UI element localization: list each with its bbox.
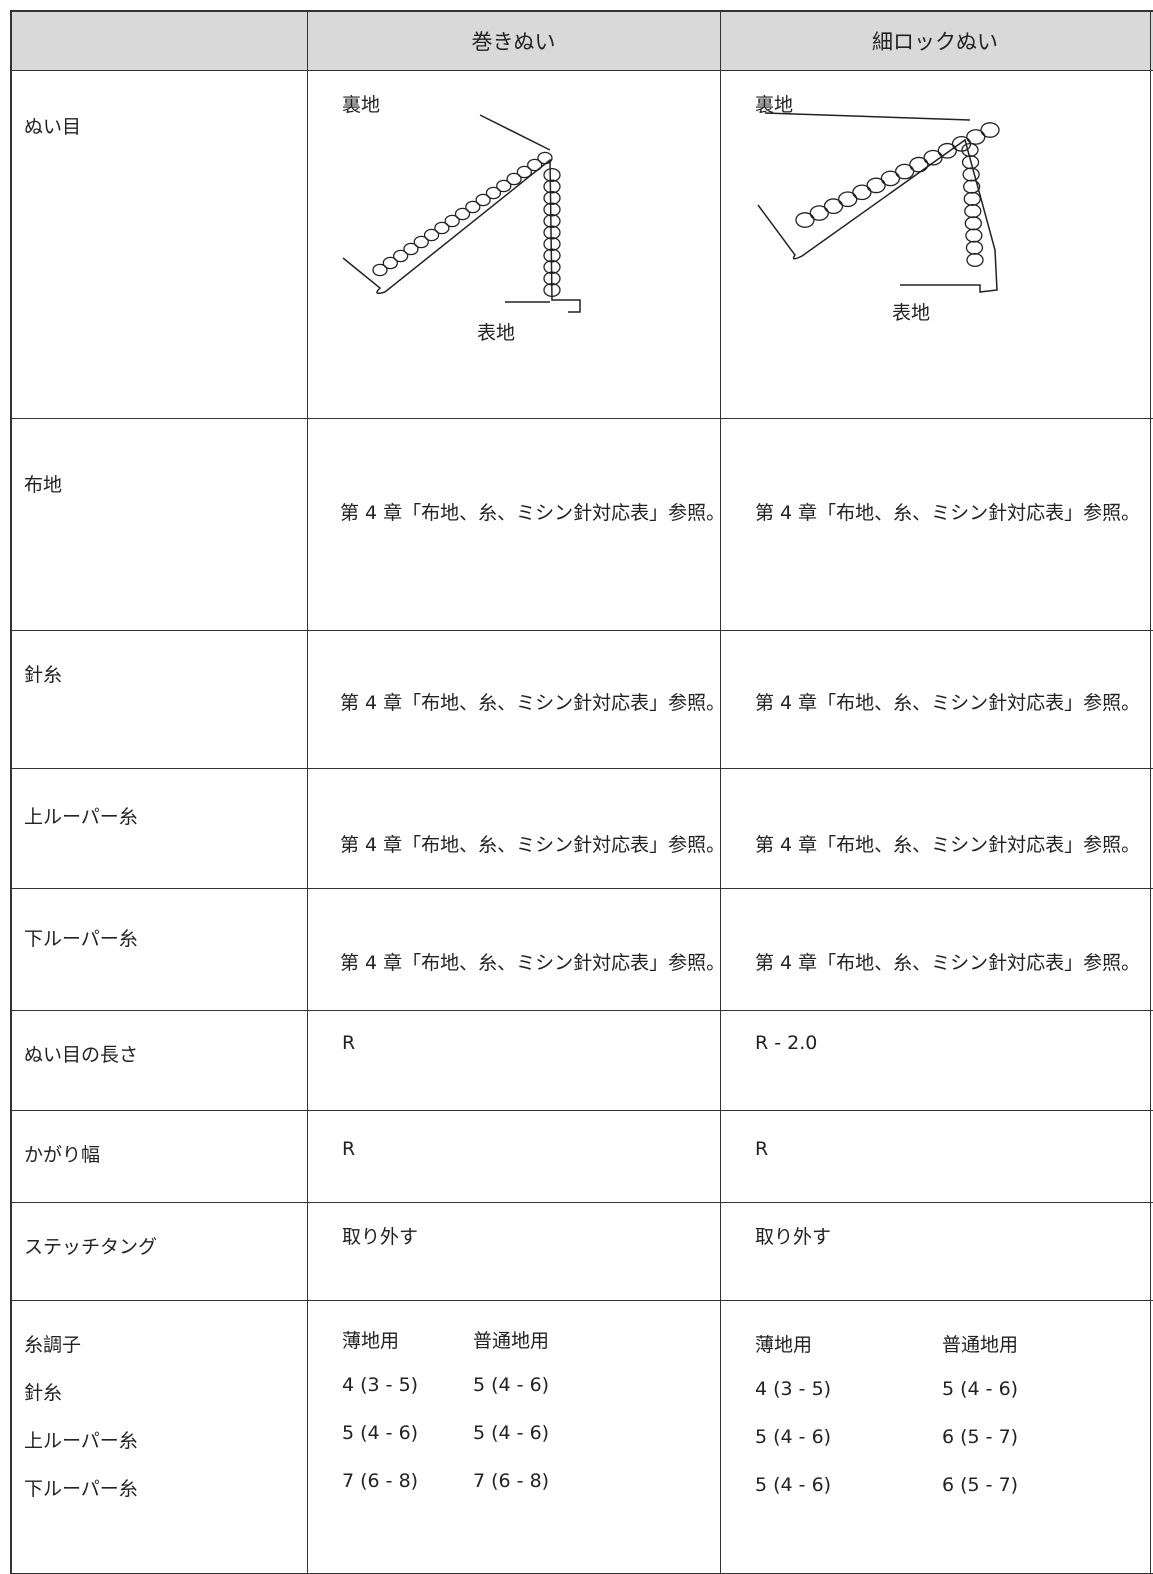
table-rule (10, 1110, 1153, 1111)
row-label: ぬい目の長さ (24, 1044, 139, 1066)
tension-value: 5 (4 - 6) (473, 1422, 550, 1444)
cell-text: 第 4 章「布地、糸、ミシン針対応表」参照。 (340, 502, 726, 524)
cell-text: 第 4 章「布地、糸、ミシン針対応表」参照。 (340, 834, 726, 856)
table-rule (10, 1202, 1153, 1203)
subheader: 薄地用 (342, 1330, 400, 1352)
diagram-label: 表地 (477, 322, 516, 344)
table-rule (10, 888, 1153, 889)
row-label: 針糸 (24, 1382, 63, 1404)
table-rule (10, 630, 1153, 631)
tension-value: 5 (4 - 6) (942, 1378, 1019, 1400)
table-rule (720, 10, 721, 1573)
table-rule (10, 10, 12, 1573)
table-rule (10, 70, 1153, 71)
cell-text: 第 4 章「布地、糸、ミシン針対応表」参照。 (755, 834, 1141, 856)
diagram-stroke (795, 122, 1000, 228)
tension-value: 7 (6 - 8) (342, 1470, 419, 1492)
cell-text: R (342, 1138, 356, 1160)
diagram-stroke (372, 151, 553, 277)
row-label: 布地 (24, 474, 63, 496)
tension-value: 7 (6 - 8) (473, 1470, 550, 1492)
cell-text: 第 4 章「布地、糸、ミシン針対応表」参照。 (755, 502, 1141, 524)
column-header: 細ロックぬい (872, 30, 998, 54)
tension-value: 4 (3 - 5) (755, 1378, 832, 1400)
diagram-label: 裏地 (342, 94, 381, 116)
diagram-stroke (342, 158, 581, 313)
cell-text: 第 4 章「布地、糸、ミシン針対応表」参照。 (755, 952, 1141, 974)
cell-text: 取り外す (755, 1226, 832, 1248)
tension-value: 5 (4 - 6) (755, 1426, 832, 1448)
row-label: 上ルーパー糸 (24, 1430, 138, 1452)
cell-text: R - 2.0 (755, 1032, 818, 1054)
row-label: ぬい目 (24, 116, 82, 138)
cell-text: 第 4 章「布地、糸、ミシン針対応表」参照。 (340, 952, 726, 974)
diagram-label: 表地 (892, 302, 931, 324)
subheader: 普通地用 (942, 1334, 1019, 1356)
tension-value: 5 (4 - 6) (473, 1374, 550, 1396)
row-label: ステッチタング (24, 1236, 158, 1258)
row-label: 下ルーパー糸 (24, 928, 138, 950)
diagram-stroke (479, 114, 551, 151)
tension-value: 5 (4 - 6) (755, 1474, 832, 1496)
column-header: 巻きぬい (471, 30, 556, 54)
cell-text: R (342, 1032, 356, 1054)
diagram-stroke (543, 168, 561, 297)
subheader: 普通地用 (473, 1330, 550, 1352)
table-rule (10, 10, 1153, 12)
diagram-label: 裏地 (755, 94, 794, 116)
table-rule (10, 1010, 1153, 1011)
tension-value: 5 (4 - 6) (342, 1422, 419, 1444)
table-rule (1150, 10, 1151, 1573)
tension-value: 6 (5 - 7) (942, 1474, 1019, 1496)
table-rule (10, 1300, 1153, 1301)
row-label: かがり幅 (24, 1144, 101, 1166)
table-rule (10, 418, 1153, 419)
cell-text: 第 4 章「布地、糸、ミシン針対応表」参照。 (755, 692, 1141, 714)
subheader: 薄地用 (755, 1334, 813, 1356)
diagram-stroke (764, 112, 971, 121)
header-background (10, 10, 1153, 70)
row-label: 上ルーパー糸 (24, 806, 138, 828)
diagram-stroke (757, 138, 998, 293)
diagram-stroke (961, 143, 984, 267)
tension-value: 6 (5 - 7) (942, 1426, 1019, 1448)
table-rule (307, 10, 308, 1573)
row-label: 糸調子 (24, 1334, 82, 1356)
row-label: 下ルーパー糸 (24, 1478, 138, 1500)
cell-text: 取り外す (342, 1226, 419, 1248)
cell-text: 第 4 章「布地、糸、ミシン針対応表」参照。 (340, 692, 726, 714)
row-label: 針糸 (24, 664, 63, 686)
table-rule (10, 768, 1153, 769)
tension-value: 4 (3 - 5) (342, 1374, 419, 1396)
cell-text: R (755, 1138, 769, 1160)
